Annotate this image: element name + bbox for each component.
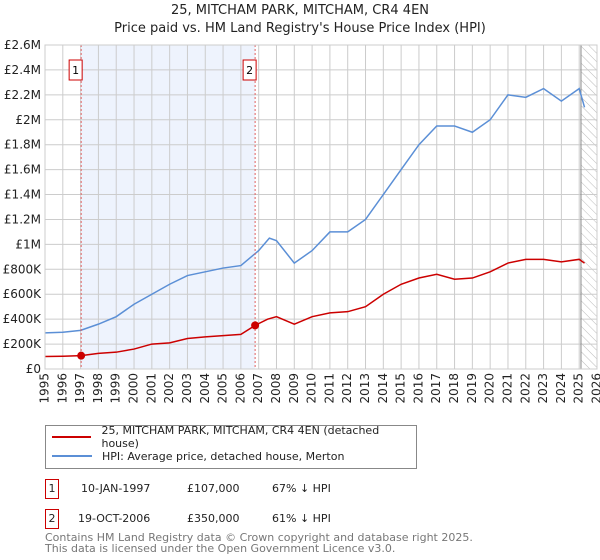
price-chart: £0 £200K £400K £600K £800K £1M £1.2M £1.4M £1.6M… [3, 38, 600, 404]
x-tick-label: 1997 [73, 373, 87, 404]
y-tick-label: £800K [3, 262, 43, 276]
chart-subtitle: Price paid vs. HM Land Registry's House … [114, 21, 486, 36]
x-tick-label: 2001 [144, 373, 158, 404]
sale-point [251, 321, 260, 330]
x-tick-label: 2002 [162, 373, 176, 404]
y-tick-label: £200K [3, 337, 43, 351]
x-tick-label: 2026 [590, 373, 600, 404]
plot-border [44, 44, 598, 370]
x-tick-label: 2004 [198, 373, 212, 404]
x-tick-label: 2003 [180, 373, 194, 404]
sale-point [77, 351, 86, 360]
sale-label: 2 [246, 64, 253, 77]
footer-copyright: Contains HM Land Registry data © Crown c… [45, 531, 473, 544]
x-tick-label: 2015 [394, 373, 408, 404]
x-tick-label: 2010 [305, 373, 319, 404]
x-tick-label: 1995 [38, 373, 52, 404]
sale-label: 1 [72, 64, 79, 77]
x-tick-label: 2018 [447, 373, 461, 404]
x-tick-label: 2020 [483, 373, 497, 404]
y-tick-label: £2M [15, 113, 41, 127]
y-tick-label: £600K [3, 287, 43, 301]
x-tick-label: 2017 [429, 373, 443, 404]
sale-label-box [68, 59, 83, 81]
x-tick-label: 2014 [376, 373, 390, 404]
y-tick-label: £2.4M [4, 63, 41, 77]
x-tick-label: 2011 [322, 373, 336, 404]
y-tick-label: £1M [15, 237, 41, 251]
sale-badge: 2 [45, 509, 59, 529]
x-tick-label: 2012 [340, 373, 354, 404]
y-tick-label: £1.6M [4, 163, 41, 177]
x-tick-label: 2022 [518, 373, 532, 404]
y-tick-label: £400K [3, 312, 43, 326]
y-tick-label: £2.2M [4, 88, 41, 102]
x-tick-label: 2023 [536, 373, 550, 404]
legend: 25, MITCHAM PARK, MITCHAM, CR4 4EN (deta… [45, 424, 417, 469]
x-tick-label: 2025 [572, 373, 586, 404]
y-tick-label: £2.6M [4, 38, 41, 52]
chart-title: 25, MITCHAM PARK, MITCHAM, CR4 4EN [170, 3, 430, 18]
sale-period-shade [81, 45, 256, 369]
series-line [44, 258, 585, 358]
footer-licence: This data is licensed under the Open Gov… [45, 542, 396, 555]
x-tick-label: 2006 [233, 373, 247, 404]
x-tick-label: 2021 [500, 373, 514, 404]
x-tick-label: 1999 [109, 373, 123, 404]
x-tick-label: 2008 [269, 373, 283, 404]
x-tick-label: 2019 [465, 373, 479, 404]
legend-item-hpi: HPI: Average price, detached house, Mert… [46, 448, 344, 464]
x-tick-label: 2016 [411, 373, 425, 404]
series-line [44, 87, 586, 334]
y-tick-label: £1.8M [4, 138, 41, 152]
sale-badge: 1 [45, 479, 59, 499]
legend-item-property: 25, MITCHAM PARK, MITCHAM, CR4 4EN (deta… [46, 424, 416, 450]
y-tick-label: £0 [26, 362, 41, 376]
x-tick-label: 2009 [287, 373, 301, 404]
x-tick-label: 2013 [358, 373, 372, 404]
y-tick-label: £1.2M [4, 212, 41, 226]
forecast-hatch [580, 45, 597, 369]
sale-label-box [242, 59, 257, 81]
x-tick-label: 1998 [91, 373, 105, 404]
x-tick-label: 1996 [55, 373, 69, 404]
y-tick-label: £1.4M [4, 188, 41, 202]
x-tick-label: 2005 [216, 373, 230, 404]
x-tick-label: 2007 [251, 373, 265, 404]
x-tick-label: 2000 [127, 373, 141, 404]
x-tick-label: 2024 [554, 373, 568, 404]
